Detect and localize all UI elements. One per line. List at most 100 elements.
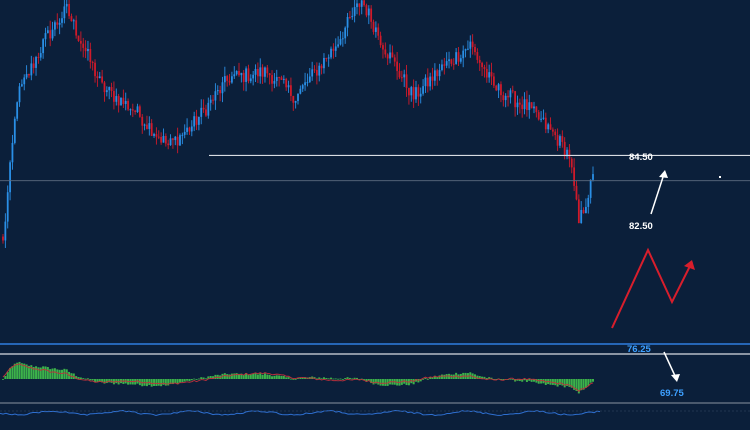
candle-body (212, 99, 214, 101)
candle-body (94, 62, 96, 77)
candle-body (103, 82, 106, 93)
candle-body (197, 116, 200, 125)
candle-body (507, 95, 509, 98)
candle-body (580, 209, 583, 224)
candle-body (523, 99, 526, 110)
macd-histogram-bar (18, 361, 21, 379)
candle-body (124, 100, 127, 104)
macd-histogram-bar (426, 378, 429, 380)
candle-body (492, 76, 495, 86)
candle-body (315, 70, 318, 76)
candle-body (469, 41, 472, 49)
candle-body (535, 106, 538, 113)
candle-body (592, 174, 594, 180)
candle-body (11, 142, 14, 163)
candle-body (172, 138, 174, 141)
macd-histogram-bar (443, 374, 446, 379)
candle-body (153, 134, 155, 136)
candle-body (363, 0, 365, 6)
candle-body (559, 136, 561, 146)
candle-body (54, 22, 56, 30)
candle-body (61, 18, 63, 23)
candle-body (25, 73, 28, 78)
candle-body (474, 46, 476, 53)
candle-body (509, 90, 512, 98)
candle-body (264, 67, 266, 77)
candle-body (155, 134, 158, 137)
candle-body (160, 137, 163, 143)
macd-histogram-bar (287, 377, 290, 379)
macd-histogram-bar (325, 377, 328, 379)
candle-body (511, 90, 514, 92)
macd-histogram-bar (240, 373, 243, 379)
candle-body (332, 48, 335, 51)
macd-histogram-bar (566, 379, 569, 386)
macd-histogram-bar (346, 377, 349, 379)
candle-body (228, 80, 231, 83)
candle-body (502, 95, 505, 101)
macd-histogram-bar (254, 373, 257, 379)
macd-histogram-bar (561, 379, 564, 386)
candle-body (386, 54, 389, 59)
candle-body (408, 87, 410, 96)
candle-body (134, 110, 137, 113)
candle-body (2, 236, 4, 241)
macd-histogram-bar (490, 377, 493, 379)
macd-histogram-bar (433, 375, 436, 379)
macd-histogram-bar (289, 378, 292, 380)
candle-body (504, 95, 507, 101)
macd-histogram-bar (294, 379, 297, 380)
macd-histogram-bar (483, 376, 486, 379)
macd-histogram-bar (589, 379, 592, 383)
candle-body (242, 72, 245, 82)
candle-body (467, 48, 469, 50)
macd-histogram-bar (75, 376, 78, 379)
candle-body (205, 109, 207, 116)
candle-body (226, 76, 229, 81)
candle-body (294, 100, 297, 103)
candle-body (431, 76, 434, 81)
candle-body (256, 68, 259, 77)
candle-body (150, 123, 153, 136)
macd-histogram-bar (285, 377, 288, 379)
candle-body (202, 107, 205, 110)
candle-body (542, 117, 545, 119)
macd-histogram-bar (577, 379, 580, 394)
macd-histogram-bar (445, 374, 448, 379)
candle-body (138, 106, 141, 117)
candle-body (275, 77, 278, 81)
macd-histogram-bar (37, 367, 40, 379)
macd-histogram-bar (235, 373, 238, 379)
target-up-arrowhead (659, 170, 668, 178)
macd-histogram-bar (101, 379, 104, 383)
candle-body (87, 48, 89, 52)
candle-body (287, 85, 290, 88)
candle-body (146, 124, 148, 129)
candle-body (514, 91, 517, 108)
macd-histogram-bar (259, 373, 262, 379)
candle-body (188, 127, 191, 132)
macd-histogram-bar (263, 373, 266, 379)
candle-body (424, 77, 427, 87)
macd-histogram-bar (521, 379, 524, 382)
candle-body (271, 75, 273, 84)
macd-histogram-bar (511, 379, 514, 380)
macd-histogram-bar (575, 379, 578, 391)
candle-body (415, 87, 417, 100)
candle-body (129, 109, 132, 111)
candle-body (96, 76, 99, 79)
candle-body (101, 76, 104, 83)
candle-body (39, 53, 42, 58)
candle-body (223, 76, 226, 83)
macd-histogram-bar (353, 377, 356, 379)
candle-body (28, 73, 30, 76)
macd-histogram-bar (301, 377, 304, 379)
macd-histogram-bar (509, 378, 512, 380)
macd-histogram-bar (174, 379, 177, 384)
candle-body (412, 87, 415, 100)
macd-histogram-bar (568, 379, 571, 387)
macd-histogram-bar (183, 379, 186, 382)
candle-body (526, 99, 528, 111)
macd-histogram-bar (502, 379, 505, 381)
